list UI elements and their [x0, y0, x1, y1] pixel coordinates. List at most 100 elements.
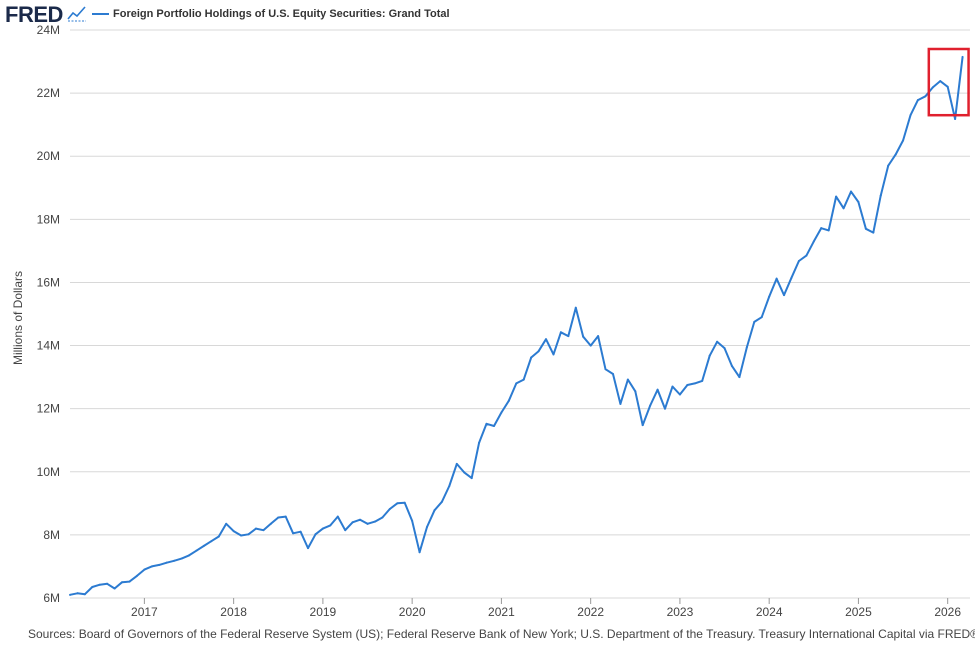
line-chart-icon	[67, 6, 86, 22]
data-point	[931, 86, 934, 89]
x-tick-label: 2021	[488, 605, 515, 619]
data-point	[210, 540, 213, 543]
x-tick-label: 2026	[934, 605, 961, 619]
data-point	[336, 515, 339, 518]
data-point	[433, 509, 436, 512]
data-point	[381, 516, 384, 519]
x-tick-label: 2024	[756, 605, 783, 619]
data-point	[545, 338, 548, 341]
data-point	[515, 382, 518, 385]
data-point	[887, 164, 890, 167]
data-point	[150, 565, 153, 568]
x-tick-label: 2023	[667, 605, 694, 619]
data-point	[626, 378, 629, 381]
data-point	[98, 583, 101, 586]
chart-header: FRED Foreign Portfolio Holdings of U.S. …	[0, 0, 975, 28]
data-point	[634, 390, 637, 393]
data-point	[426, 526, 429, 528]
data-point	[396, 502, 399, 505]
data-point	[671, 385, 674, 388]
source-footer: Sources: Board of Governors of the Feder…	[28, 627, 975, 641]
data-point	[879, 194, 882, 197]
series-line	[69, 56, 964, 596]
x-tick-label: 2017	[131, 605, 158, 619]
data-point	[708, 354, 711, 357]
data-point	[507, 399, 510, 402]
x-tick-label: 2018	[220, 605, 247, 619]
legend-swatch	[92, 13, 109, 15]
data-point	[195, 549, 198, 552]
legend-label: Foreign Portfolio Holdings of U.S. Equit…	[113, 8, 450, 20]
data-point	[232, 530, 235, 533]
y-tick-label: 24M	[37, 23, 60, 37]
y-tick-label: 6M	[43, 591, 60, 605]
y-tick-label: 20M	[37, 149, 60, 163]
data-point	[730, 365, 733, 368]
data-point	[113, 587, 116, 590]
data-point	[135, 574, 138, 577]
data-point	[121, 581, 124, 584]
data-point	[329, 524, 332, 527]
data-point	[411, 519, 414, 522]
data-point	[366, 522, 369, 525]
data-point	[745, 346, 748, 349]
data-point	[76, 592, 79, 595]
data-point	[701, 379, 704, 382]
x-tick-label: 2022	[577, 605, 604, 619]
data-point	[307, 547, 310, 550]
data-point	[775, 277, 778, 280]
data-point	[403, 501, 406, 504]
data-point	[292, 532, 295, 535]
data-point	[351, 521, 354, 524]
y-tick-label: 18M	[37, 212, 60, 226]
data-point	[314, 533, 317, 536]
data-point	[738, 376, 741, 379]
data-point	[902, 139, 905, 142]
data-point	[619, 402, 622, 405]
y-axis-label: Millions of Dollars	[11, 270, 25, 366]
data-point	[299, 530, 302, 533]
data-point	[864, 227, 867, 230]
data-point	[522, 378, 525, 381]
data-point	[924, 95, 927, 98]
data-point	[478, 441, 481, 444]
data-point	[247, 533, 250, 536]
data-point	[849, 190, 852, 193]
data-point	[344, 529, 347, 532]
x-tick-label: 2019	[310, 605, 337, 619]
data-point	[894, 153, 897, 156]
data-point	[693, 382, 696, 385]
data-point	[83, 593, 86, 596]
data-point	[552, 353, 555, 356]
data-point	[269, 522, 272, 525]
data-point	[128, 580, 131, 583]
data-point	[530, 356, 533, 359]
data-point	[656, 388, 659, 391]
data-point	[820, 227, 823, 230]
data-point	[760, 316, 763, 319]
data-point	[812, 240, 815, 243]
data-point	[448, 484, 451, 487]
highlight-box	[927, 47, 970, 117]
data-point	[574, 306, 577, 309]
y-tick-label: 12M	[37, 402, 60, 416]
data-point	[359, 518, 362, 521]
data-point	[202, 544, 205, 547]
data-point	[440, 500, 443, 503]
data-point	[582, 335, 585, 338]
data-point	[463, 471, 466, 474]
data-point	[373, 520, 376, 523]
data-point	[321, 527, 324, 530]
data-point	[91, 585, 94, 588]
data-point	[909, 114, 912, 117]
data-point	[284, 515, 287, 518]
data-point	[188, 554, 191, 557]
chart-legend[interactable]: Foreign Portfolio Holdings of U.S. Equit…	[92, 7, 450, 21]
data-point	[537, 350, 540, 353]
fred-logo[interactable]: FRED	[5, 2, 63, 27]
data-point	[842, 207, 845, 210]
data-point	[768, 295, 771, 298]
data-point	[455, 462, 458, 465]
data-point	[485, 422, 488, 425]
data-point	[418, 551, 421, 554]
